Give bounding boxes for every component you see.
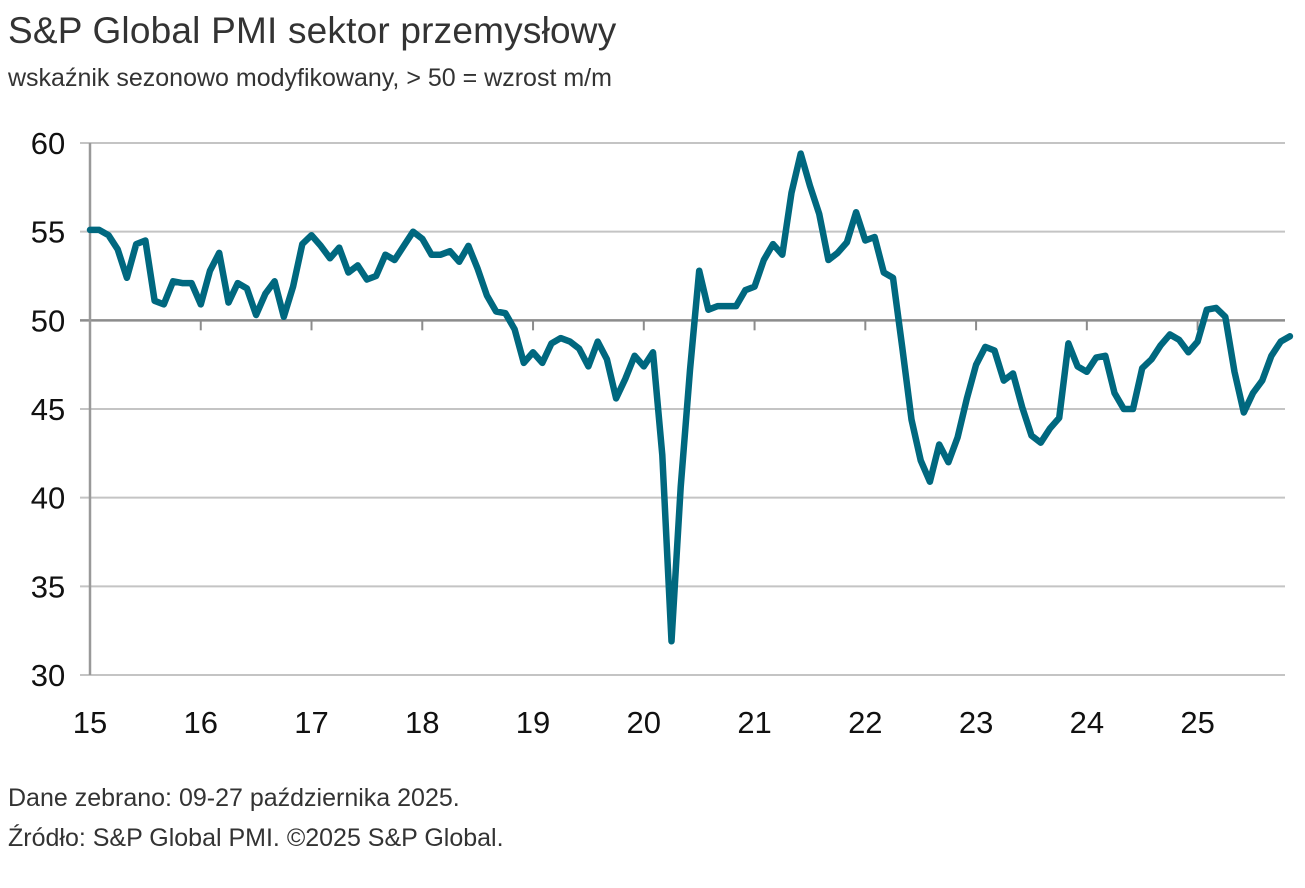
x-tick-label: 22 (848, 705, 882, 740)
y-axis-ticks: 60 55 50 45 40 35 30 (31, 126, 65, 693)
x-tick-label: 25 (1180, 705, 1214, 740)
x-tick-label: 20 (627, 705, 661, 740)
series-group (86, 150, 1294, 645)
x-tick-label: 15 (73, 705, 107, 740)
chart-subtitle: wskaźnik sezonowo modyfikowany, > 50 = w… (8, 64, 612, 92)
y-tick-label: 45 (31, 392, 65, 427)
x-tick-label: 18 (405, 705, 439, 740)
y-tick-label: 50 (31, 303, 65, 338)
x-axis-ticks: 15 16 17 18 19 20 21 22 23 24 25 (73, 705, 1215, 740)
y-tick-label: 30 (31, 658, 65, 693)
x-tick-label: 19 (516, 705, 550, 740)
y-tick-label: 60 (31, 126, 65, 161)
y-tick-label: 35 (31, 569, 65, 604)
series-line-pmi (86, 150, 1294, 645)
footer-source: Źródło: S&P Global PMI. ©2025 S&P Global… (8, 824, 504, 852)
x-tick-label: 21 (737, 705, 771, 740)
gridlines (80, 142, 1285, 676)
chart-title: S&P Global PMI sektor przemysłowy (8, 10, 617, 51)
x-tick-label: 23 (959, 705, 993, 740)
x-tick-label: 17 (294, 705, 328, 740)
x-tick-label: 24 (1070, 705, 1104, 740)
y-tick-label: 40 (31, 481, 65, 516)
x-tick-label: 16 (184, 705, 218, 740)
footer-data-collected: Dane zebrano: 09-27 października 2025. (8, 784, 460, 812)
y-tick-label: 55 (31, 215, 65, 250)
